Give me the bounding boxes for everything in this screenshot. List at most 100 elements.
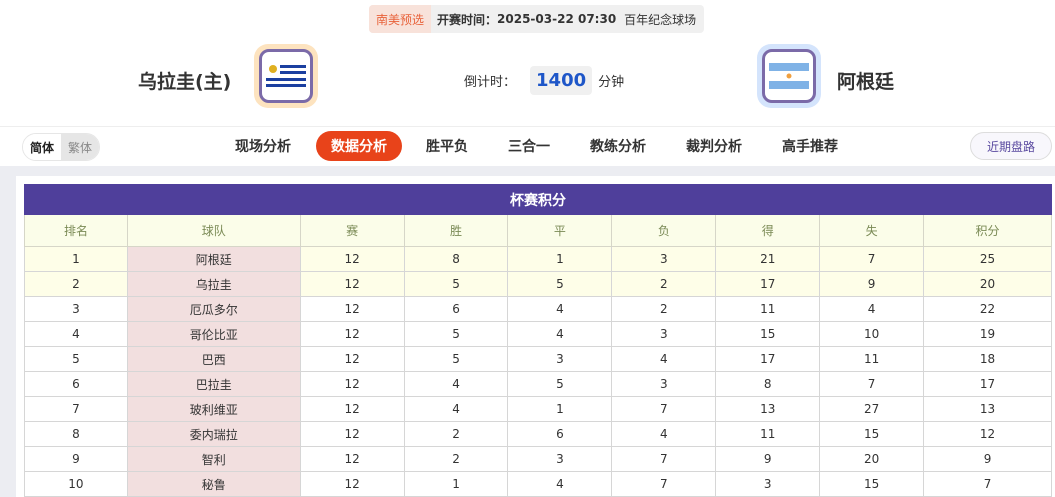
team-cell[interactable]: 秘鲁	[126, 471, 301, 497]
away-team-logo[interactable]	[757, 44, 821, 108]
stat-cell: 8	[24, 421, 128, 447]
stat-cell: 8	[715, 371, 821, 397]
column-header: 赛	[299, 214, 405, 247]
column-header: 平	[507, 214, 613, 247]
stat-cell: 21	[715, 246, 821, 272]
stat-cell: 11	[819, 346, 925, 372]
stat-cell: 7	[611, 446, 717, 472]
away-team-name[interactable]: 阿根廷	[837, 71, 895, 93]
stat-cell: 9	[923, 446, 1052, 472]
stat-cell: 15	[715, 321, 821, 347]
stat-cell: 7	[611, 396, 717, 422]
column-header: 得	[715, 214, 821, 247]
stat-cell: 7	[819, 371, 925, 397]
team-cell[interactable]: 厄瓜多尔	[126, 296, 301, 322]
table-row: 8 委内瑞拉 12 2 6 4 11 15 12	[24, 421, 1052, 447]
column-header: 负	[611, 214, 717, 247]
column-header: 积分	[923, 214, 1052, 247]
table-row: 1 阿根廷 12 8 1 3 21 7 25	[24, 246, 1052, 272]
stat-cell: 3	[611, 371, 717, 397]
standings-table: 杯赛积分 排名 球队赛胜平负得失积分 1 阿根廷 12 8 1 3 21 7 25 2 乌拉圭 12 5 5…	[24, 184, 1052, 497]
team-cell[interactable]: 乌拉圭	[126, 271, 301, 297]
stat-cell: 4	[611, 346, 717, 372]
stat-cell: 2	[611, 271, 717, 297]
stat-cell: 7	[24, 396, 128, 422]
team-cell[interactable]: 哥伦比亚	[126, 321, 301, 347]
argentina-flag-icon	[769, 63, 809, 89]
stat-cell: 17	[715, 271, 821, 297]
stat-cell: 1	[24, 246, 128, 272]
stat-cell: 20	[819, 446, 925, 472]
stat-cell: 13	[923, 396, 1052, 422]
stat-cell: 27	[819, 396, 925, 422]
stat-cell: 12	[299, 396, 405, 422]
kickoff-time: 2025-03-22 07:30	[497, 12, 617, 26]
tab-expert-picks[interactable]: 高手推荐	[782, 139, 838, 155]
stat-cell: 25	[923, 246, 1052, 272]
stat-cell: 10	[24, 471, 128, 497]
stat-cell: 12	[299, 271, 405, 297]
stat-cell: 12	[923, 421, 1052, 447]
tab-1x2[interactable]: 胜平负	[426, 139, 468, 155]
stat-cell: 9	[24, 446, 128, 472]
stat-cell: 3	[507, 346, 613, 372]
stat-cell: 3	[715, 471, 821, 497]
stat-cell: 20	[923, 271, 1052, 297]
stat-cell: 18	[923, 346, 1052, 372]
venue: 百年纪念球场	[624, 12, 697, 27]
tab-coach-analysis[interactable]: 教练分析	[590, 139, 646, 155]
stat-cell: 1	[507, 246, 613, 272]
stat-cell: 12	[299, 446, 405, 472]
table-row: 9 智利 12 2 3 7 9 20 9	[24, 446, 1052, 472]
stat-cell: 11	[715, 421, 821, 447]
stat-cell: 19	[923, 321, 1052, 347]
stat-cell: 5	[507, 371, 613, 397]
kickoff-label: 开赛时间：	[437, 12, 498, 27]
table-row: 7 玻利维亚 12 4 1 7 13 27 13	[24, 396, 1052, 422]
home-team-name[interactable]: 乌拉圭(主)	[138, 71, 232, 93]
tab-live-analysis[interactable]: 现场分析	[235, 139, 291, 155]
countdown-value: 1400	[530, 66, 593, 95]
stat-cell: 12	[299, 346, 405, 372]
stat-cell: 12	[299, 246, 405, 272]
stat-cell: 13	[715, 396, 821, 422]
stat-cell: 7	[923, 471, 1052, 497]
table-row: 6 巴拉圭 12 4 5 3 8 7 17	[24, 371, 1052, 397]
stat-cell: 2	[611, 296, 717, 322]
stat-cell: 4	[403, 371, 509, 397]
stat-cell: 12	[299, 421, 405, 447]
stat-cell: 4	[403, 396, 509, 422]
countdown-unit: 分钟	[598, 75, 625, 90]
team-cell[interactable]: 阿根廷	[126, 246, 301, 272]
simplified-button[interactable]: 简体	[23, 134, 62, 160]
team-cell[interactable]: 巴拉圭	[126, 371, 301, 397]
stat-cell: 9	[715, 446, 821, 472]
league-tag[interactable]: 南美预选	[369, 5, 432, 33]
stat-cell: 3	[507, 446, 613, 472]
stat-cell: 5	[403, 321, 509, 347]
tab-referee-analysis[interactable]: 裁判分析	[686, 139, 742, 155]
stat-cell: 22	[923, 296, 1052, 322]
stat-cell: 5	[403, 271, 509, 297]
tab-three-in-one[interactable]: 三合一	[508, 139, 550, 155]
match-info-bar: 南美预选 开赛时间： 2025-03-22 07:30 百年纪念球场	[369, 5, 704, 33]
stat-cell: 2	[403, 446, 509, 472]
nav-bar: 简体 繁体 现场分析 数据分析 胜平负 三合一 教练分析 裁判分析 高手推荐 近…	[0, 126, 1055, 166]
team-cell[interactable]: 玻利维亚	[126, 396, 301, 422]
tab-data-analysis[interactable]: 数据分析	[316, 131, 402, 161]
stat-cell: 2	[403, 421, 509, 447]
stat-cell: 8	[403, 246, 509, 272]
table-row: 4 哥伦比亚 12 5 4 3 15 10 19	[24, 321, 1052, 347]
traditional-button[interactable]: 繁体	[61, 134, 100, 160]
stat-cell: 5	[507, 271, 613, 297]
recent-trend-button[interactable]: 近期盘路	[970, 132, 1052, 160]
stat-cell: 4	[24, 321, 128, 347]
countdown-label: 倒计时：	[464, 75, 517, 90]
team-cell[interactable]: 智利	[126, 446, 301, 472]
language-toggle: 简体 繁体	[22, 133, 101, 161]
home-team-logo[interactable]	[254, 44, 318, 108]
team-cell[interactable]: 巴西	[126, 346, 301, 372]
team-cell[interactable]: 委内瑞拉	[126, 421, 301, 447]
stat-cell: 2	[24, 271, 128, 297]
stat-cell: 1	[403, 471, 509, 497]
